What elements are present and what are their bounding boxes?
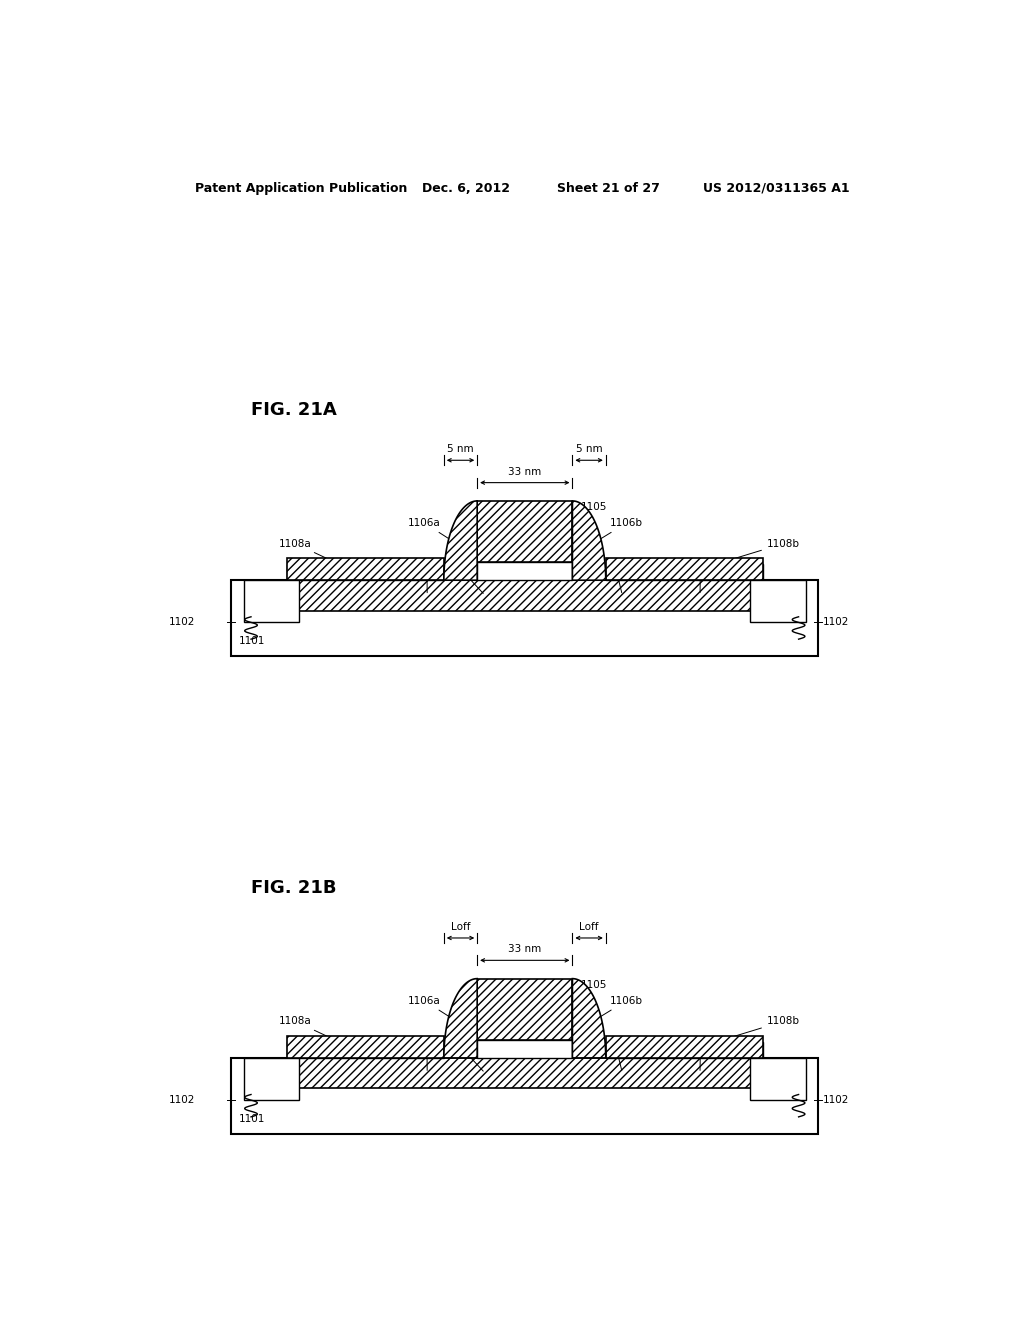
Bar: [231, 581, 818, 656]
Text: 1103b: 1103b: [411, 1043, 443, 1071]
Text: 33 nm: 33 nm: [508, 944, 542, 954]
Polygon shape: [572, 500, 606, 581]
Bar: [477, 1040, 572, 1057]
Bar: [606, 564, 763, 581]
Text: 1101: 1101: [240, 1114, 265, 1125]
Bar: [244, 1057, 299, 1100]
Text: 1104: 1104: [445, 562, 483, 594]
Text: 1106b: 1106b: [600, 995, 643, 1016]
Text: 5 nm: 5 nm: [447, 444, 474, 454]
Text: 1103a: 1103a: [599, 1040, 632, 1071]
Text: 1102: 1102: [169, 618, 196, 627]
Bar: [477, 500, 572, 562]
Bar: [287, 1036, 443, 1057]
Text: 1107: 1107: [483, 508, 523, 524]
Text: 1108b: 1108b: [702, 539, 800, 568]
Text: Dec. 6, 2012: Dec. 6, 2012: [422, 182, 510, 195]
Text: 1103c: 1103c: [684, 560, 717, 593]
Text: Sheet 21 of 27: Sheet 21 of 27: [557, 182, 659, 195]
Text: Loff: Loff: [580, 921, 599, 932]
Polygon shape: [572, 978, 606, 1057]
Bar: [606, 1041, 763, 1057]
Text: 1101: 1101: [240, 636, 265, 647]
Text: FIG. 21B: FIG. 21B: [251, 879, 337, 898]
Text: 1108a: 1108a: [279, 1016, 347, 1045]
Bar: [287, 564, 443, 581]
Text: 1105: 1105: [537, 979, 607, 997]
Text: 33 nm: 33 nm: [508, 466, 542, 477]
Bar: [287, 581, 763, 611]
Text: 1105: 1105: [537, 502, 607, 519]
Bar: [231, 1057, 818, 1134]
Text: 1102: 1102: [822, 1094, 849, 1105]
Text: Loff: Loff: [451, 921, 470, 932]
Text: US 2012/0311365 A1: US 2012/0311365 A1: [703, 182, 850, 195]
Text: 1108a: 1108a: [279, 539, 347, 568]
Bar: [477, 562, 572, 581]
Text: 1108b: 1108b: [702, 1016, 800, 1045]
Bar: [606, 1036, 763, 1057]
Text: 1103c: 1103c: [684, 1038, 717, 1071]
Bar: [751, 1057, 806, 1100]
Bar: [287, 1057, 763, 1089]
Polygon shape: [443, 500, 477, 581]
Text: 1102: 1102: [169, 1094, 196, 1105]
Text: 1107: 1107: [483, 986, 523, 1002]
Text: 1106b: 1106b: [600, 519, 643, 539]
Polygon shape: [443, 978, 477, 1057]
Bar: [751, 581, 806, 622]
Text: 1102: 1102: [822, 618, 849, 627]
Text: 1106a: 1106a: [409, 995, 450, 1016]
Text: 1103b: 1103b: [411, 565, 443, 593]
Text: Patent Application Publication: Patent Application Publication: [196, 182, 408, 195]
Bar: [287, 1041, 443, 1057]
Bar: [477, 978, 572, 1040]
Text: 1103a: 1103a: [599, 562, 632, 593]
Text: FIG. 21A: FIG. 21A: [251, 401, 337, 420]
Bar: [606, 558, 763, 581]
Bar: [244, 581, 299, 622]
Bar: [287, 558, 443, 581]
Text: 1104: 1104: [445, 1040, 483, 1071]
Text: 1106a: 1106a: [409, 519, 450, 539]
Text: 5 nm: 5 nm: [575, 444, 602, 454]
